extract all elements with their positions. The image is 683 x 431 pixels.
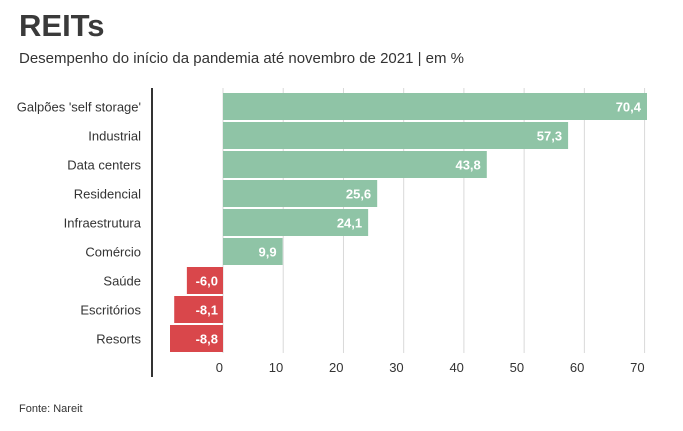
bar (223, 151, 487, 178)
category-label: Industrial (88, 129, 141, 144)
x-tick-label: 50 (510, 360, 524, 375)
chart-subtitle: Desempenho do início da pandemia até nov… (19, 50, 465, 67)
x-tick-label: 40 (449, 360, 463, 375)
bar-value-label: -8,1 (196, 303, 218, 318)
bar-value-label: 25,6 (346, 187, 371, 202)
category-label: Saúde (103, 274, 141, 289)
bar-value-label: 43,8 (455, 158, 480, 173)
bar-value-label: -8,8 (196, 332, 218, 347)
x-tick-label: 20 (329, 360, 343, 375)
bar (186, 267, 223, 294)
x-tick-label: 10 (269, 360, 283, 375)
bar (223, 122, 569, 149)
chart-title: REITs (19, 8, 105, 43)
category-label: Comércio (85, 245, 141, 260)
source-note: Fonte: Nareit (19, 403, 83, 415)
bars: 70,4 57,3 43,8 25,6 24,1 9,9 -6,0 -8,1 -8,8 (170, 93, 647, 352)
bar (223, 209, 369, 236)
bar-value-label: 57,3 (537, 129, 562, 144)
bar-value-label: 24,1 (337, 216, 362, 231)
x-tick-label: 60 (570, 360, 584, 375)
category-label: Resorts (96, 332, 141, 347)
x-tick-label: 70 (630, 360, 644, 375)
category-label: Escritórios (80, 303, 141, 318)
x-tick-label: 0 (216, 360, 223, 375)
bar-chart: 70,4 57,3 43,8 25,6 24,1 9,9 -6,0 -8,1 -8,8 Galp… (17, 88, 647, 377)
bar-value-label: -6,0 (196, 274, 218, 289)
x-tick-label: 30 (389, 360, 403, 375)
category-labels: Galpões 'self storage' Industrial Data cen… (17, 100, 142, 347)
category-label: Galpões 'self storage' (17, 100, 141, 115)
category-label: Residencial (74, 187, 141, 202)
bar (223, 238, 283, 265)
category-label: Data centers (67, 158, 141, 173)
category-label: Infraestrutura (64, 216, 142, 231)
bar (223, 180, 378, 207)
x-axis-ticks: 0 10 20 30 40 50 60 70 (216, 360, 645, 375)
bar-value-label: 70,4 (616, 100, 642, 115)
bar (170, 325, 223, 352)
bar-value-label: 9,9 (259, 245, 277, 260)
bar (174, 296, 223, 323)
bar (223, 93, 647, 120)
